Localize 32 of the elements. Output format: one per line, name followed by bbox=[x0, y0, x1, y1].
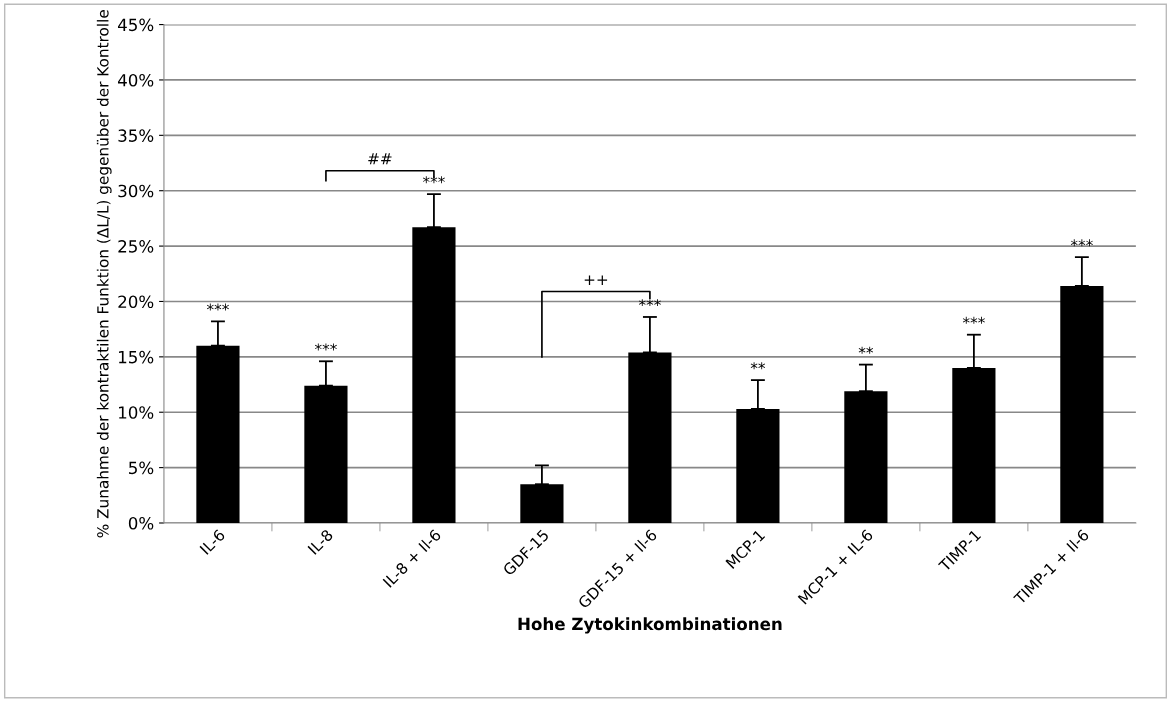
annotation: *** bbox=[638, 299, 661, 307]
bar bbox=[196, 345, 240, 523]
bar bbox=[520, 484, 564, 523]
annotation: *** bbox=[1070, 239, 1093, 247]
y-tick-label: 10% bbox=[119, 406, 154, 419]
annotation: *** bbox=[206, 303, 229, 311]
bar bbox=[1060, 285, 1104, 523]
x-tick-label: IL-8 bbox=[307, 528, 334, 555]
annotation: *** bbox=[422, 176, 445, 184]
y-tick-label: 45% bbox=[117, 18, 154, 32]
y-tick-label: 40% bbox=[117, 73, 154, 87]
y-axis-title: % Zunahme der kontraktilen Funktion (ΔL/L) gegenüber der Kontrolle bbox=[96, 10, 112, 538]
x-axis-title: Hohe Zytokinkombinationen bbox=[518, 617, 782, 634]
bar bbox=[412, 227, 456, 523]
annotation: ## bbox=[368, 153, 392, 165]
annotation: ++ bbox=[584, 275, 608, 285]
y-tick-label: 20% bbox=[118, 295, 154, 309]
y-tick-label: 30% bbox=[118, 184, 154, 198]
y-tick-label: 5% bbox=[129, 461, 154, 475]
y-tick-label: 35% bbox=[118, 129, 154, 142]
bar bbox=[304, 385, 348, 523]
bar bbox=[736, 408, 780, 523]
bar bbox=[844, 391, 888, 523]
y-tick-label: 15% bbox=[119, 350, 154, 364]
bar bbox=[952, 367, 996, 523]
annotation: ** bbox=[858, 346, 874, 354]
annotation: *** bbox=[314, 343, 337, 351]
y-tick-label: 25% bbox=[118, 240, 154, 253]
y-tick-label: 0% bbox=[128, 516, 154, 530]
x-tick-label: IL-8 + Il-6 bbox=[382, 528, 442, 588]
annotation: *** bbox=[962, 316, 985, 324]
annotation: ** bbox=[750, 362, 766, 370]
